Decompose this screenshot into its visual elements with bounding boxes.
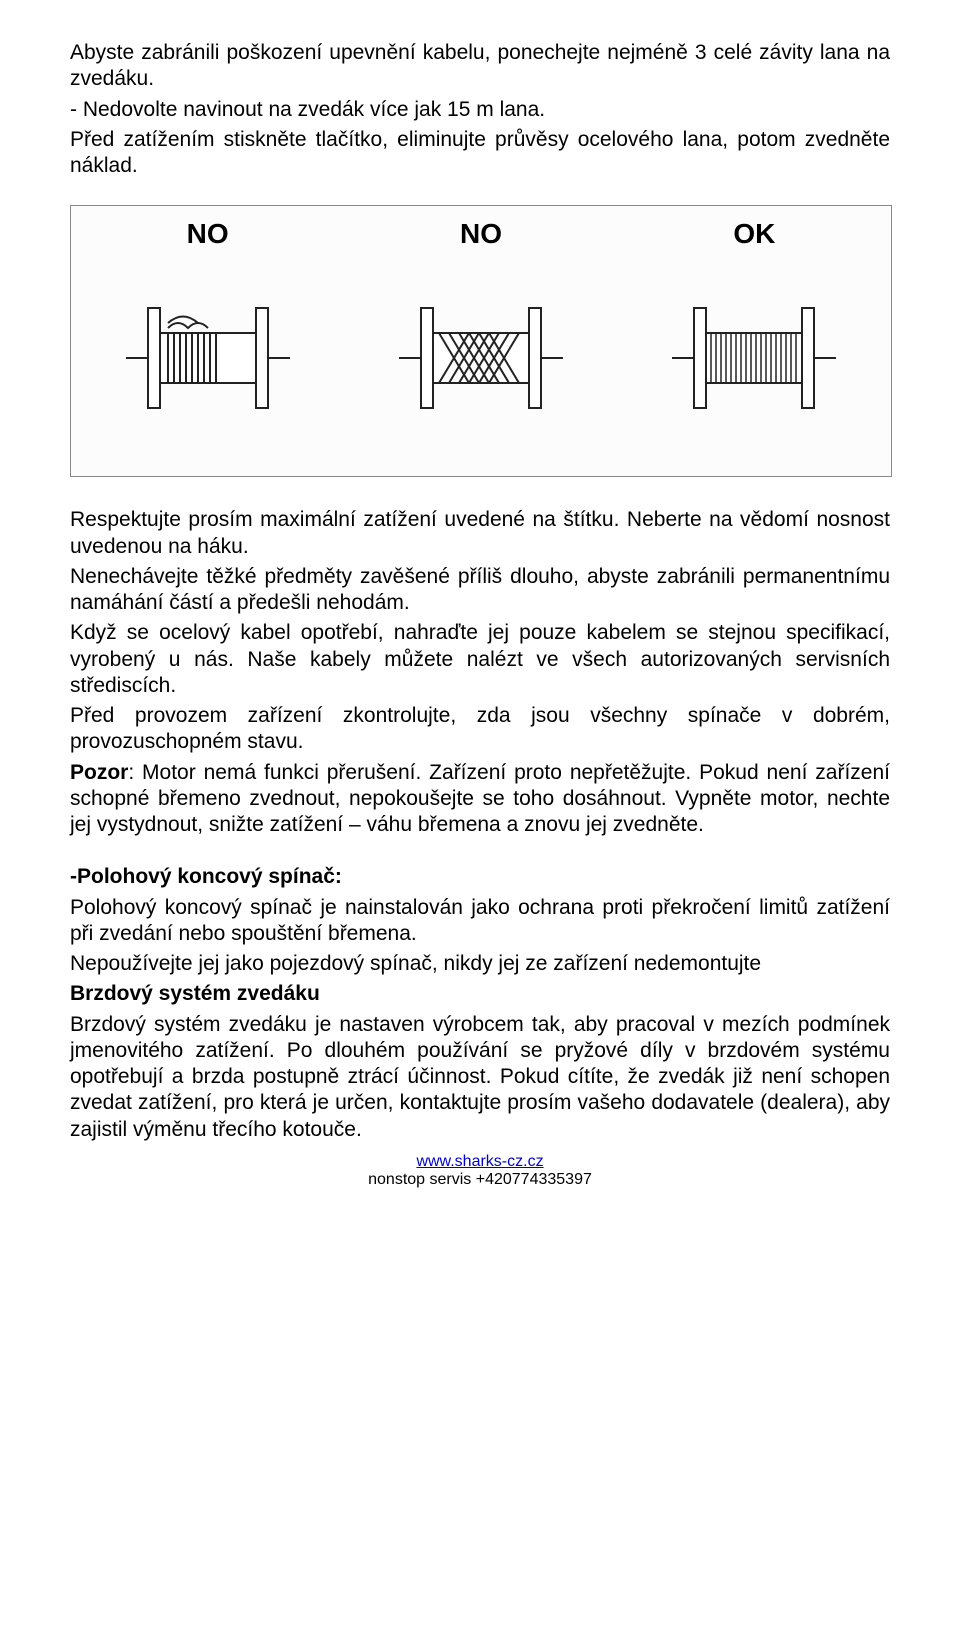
body-paragraph-1: Respektujte prosím maximální zatížení uv… [70,507,890,560]
footer-url: www.sharks-cz.cz [416,1153,543,1170]
diagram-label-ok: OK [733,218,775,250]
spool-ok-icon [664,288,844,428]
spool-bad-bunched-icon [118,288,298,428]
body-paragraph-4: Před provozem zařízení zkontrolujte, zda… [70,703,890,756]
body-paragraph-2: Nenechávejte těžké předměty zavěšené pří… [70,564,890,617]
brake-system-paragraph: Brzdový systém zvedáku je nastaven výrob… [70,1012,890,1143]
footer-phone: nonstop servis +420774335397 [368,1171,592,1188]
body-paragraph-5: Pozor: Motor nemá funkci přerušení. Zaří… [70,760,890,839]
intro-paragraph-1: Abyste zabránili poškození upevnění kabe… [70,40,890,93]
brake-system-heading: Brzdový systém zvedáku [70,981,890,1007]
intro-paragraph-2: - Nedovolte navinout na zvedák více jak … [70,97,890,123]
spool-bad-crossed-icon [391,288,571,428]
limit-switch-heading: -Polohový koncový spínač: [70,864,890,890]
limit-switch-paragraph-1: Polohový koncový spínač je nainstalován … [70,895,890,948]
caution-text: : Motor nemá funkci přerušení. Zařízení … [70,761,890,837]
diagram-label-no-2: NO [460,218,502,250]
body-paragraph-3: Když se ocelový kabel opotřebí, nahraďte… [70,620,890,699]
diagram-label-no-1: NO [187,218,229,250]
intro-paragraph-3: Před zatížením stiskněte tlačítko, elimi… [70,127,890,180]
page-footer: www.sharks-cz.cz nonstop servis +4207743… [70,1153,890,1189]
cable-winding-diagram: NO NO OK [70,205,892,477]
limit-switch-paragraph-2: Nepoužívejte jej jako pojezdový spínač, … [70,951,890,977]
caution-label: Pozor [70,761,128,784]
